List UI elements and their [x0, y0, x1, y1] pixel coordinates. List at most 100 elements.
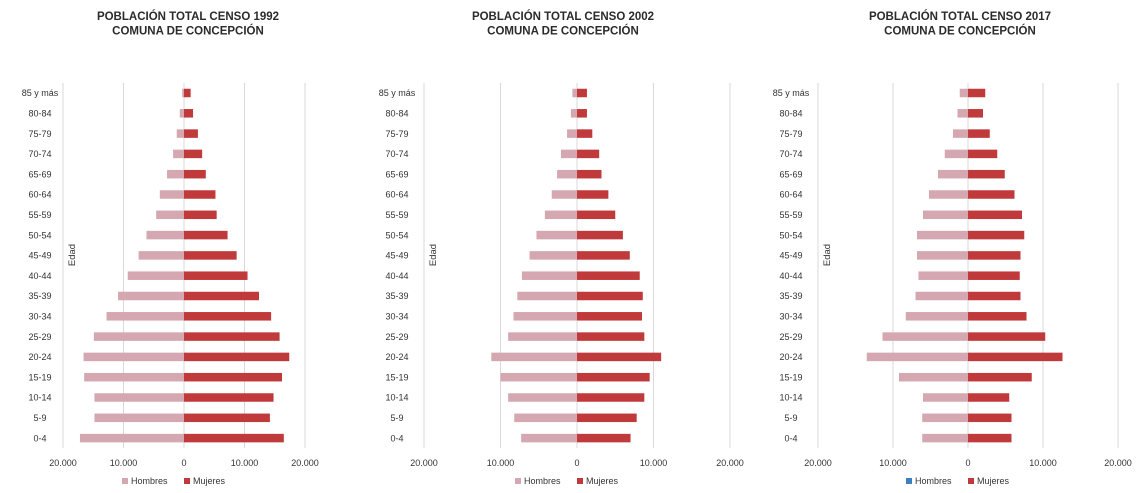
legend-label: Hombres: [915, 476, 952, 486]
chart-title: COMUNA DE CONCEPCIÓN: [487, 25, 639, 38]
bar-mujeres: [968, 271, 1020, 280]
bar-mujeres: [968, 332, 1046, 341]
bar-hombres: [923, 210, 968, 220]
bar-mujeres: [968, 190, 1015, 199]
x-tick-label: 10.000: [110, 458, 138, 468]
x-tick-label: 0: [965, 458, 970, 468]
bar-mujeres: [577, 109, 587, 118]
bar-hombres: [156, 210, 184, 220]
x-tick-label: 10.000: [1029, 458, 1057, 468]
bar-hombres: [79, 433, 184, 443]
age-group-label: 50-54: [779, 230, 802, 240]
age-group-label: 15-19: [385, 372, 408, 382]
bar-hombres: [544, 210, 577, 220]
age-group-label: 30-34: [28, 312, 51, 322]
bar-mujeres: [968, 393, 1010, 402]
x-tick-label: 0: [574, 458, 579, 468]
age-group-label: 55-59: [28, 210, 51, 220]
legend-swatch: [122, 478, 128, 484]
bar-hombres: [529, 251, 577, 260]
bar-mujeres: [577, 312, 643, 321]
bar-hombres: [953, 129, 968, 138]
bar-mujeres: [184, 190, 216, 199]
chart-2: POBLACIÓN TOTAL CENSO 2002 COMUNA DE CONC…: [379, 10, 744, 486]
bar-mujeres: [184, 413, 270, 423]
legend-swatch: [906, 478, 912, 484]
chart-title: POBLACIÓN TOTAL CENSO 2017: [869, 10, 1051, 23]
bar-hombres: [94, 393, 184, 402]
chart-3: POBLACIÓN TOTAL CENSO 2017 COMUNA DE CONC…: [773, 10, 1132, 486]
age-group-label: 50-54: [385, 230, 408, 240]
chart-title: COMUNA DE CONCEPCIÓN: [112, 25, 264, 38]
bar-hombres: [146, 230, 184, 240]
age-group-label: 25-29: [28, 332, 51, 342]
legend-swatch: [515, 478, 521, 484]
age-group-label: 15-19: [779, 372, 802, 382]
age-group-label: 85 y más: [379, 88, 416, 98]
x-tick-label: 20.000: [49, 458, 77, 468]
bar-mujeres: [968, 251, 1021, 260]
bar-mujeres: [968, 210, 1022, 220]
legend-swatch: [184, 478, 190, 484]
bar-hombres: [83, 352, 184, 362]
x-tick-label: 10.000: [640, 458, 668, 468]
bar-mujeres: [577, 271, 640, 280]
bar-mujeres: [577, 230, 623, 240]
bar-hombres: [957, 109, 968, 118]
y-axis-label: Edad: [428, 244, 439, 266]
age-group-label: 60-64: [385, 190, 408, 200]
bar-mujeres: [577, 210, 616, 220]
legend-label: Mujeres: [193, 476, 226, 486]
bar-mujeres: [577, 169, 602, 179]
bar-hombres: [917, 251, 968, 260]
bar-mujeres: [184, 129, 198, 138]
age-group-label: 75-79: [385, 129, 408, 139]
bar-hombres: [938, 169, 968, 179]
x-tick-label: 20.000: [716, 458, 744, 468]
bar-hombres: [93, 332, 184, 341]
bar-mujeres: [968, 109, 983, 118]
age-group-label: 40-44: [385, 271, 408, 281]
bar-hombres: [517, 291, 577, 301]
age-group-label: 45-49: [28, 251, 51, 261]
bar-mujeres: [184, 230, 228, 240]
bar-mujeres: [577, 88, 587, 98]
bar-mujeres: [184, 271, 248, 280]
bar-hombres: [922, 433, 968, 443]
age-group-label: 30-34: [385, 312, 408, 322]
bar-hombres: [513, 312, 577, 321]
x-tick-label: 10.000: [879, 458, 907, 468]
age-group-label: 80-84: [28, 109, 51, 119]
bar-mujeres: [968, 433, 1012, 443]
bar-mujeres: [184, 372, 283, 382]
age-group-label: 75-79: [779, 129, 802, 139]
bar-hombres: [118, 291, 184, 301]
legend-label: Hombres: [131, 476, 168, 486]
bar-hombres: [922, 413, 968, 423]
age-group-label: 5-9: [33, 413, 46, 423]
bar-hombres: [138, 251, 184, 260]
chart-title: POBLACIÓN TOTAL CENSO 1992: [97, 10, 279, 23]
bar-hombres: [167, 169, 184, 179]
bar-hombres: [882, 332, 968, 341]
bar-hombres: [500, 372, 577, 382]
age-group-label: 80-84: [385, 109, 408, 119]
age-group-label: 70-74: [779, 149, 802, 159]
legend-label: Mujeres: [586, 476, 619, 486]
bar-mujeres: [968, 312, 1027, 321]
bar-hombres: [127, 271, 184, 280]
age-group-label: 0-4: [33, 433, 46, 443]
bar-mujeres: [577, 433, 631, 443]
bar-hombres: [508, 393, 577, 402]
bar-mujeres: [577, 129, 593, 138]
age-group-label: 0-4: [784, 433, 797, 443]
legend-label: Mujeres: [977, 476, 1010, 486]
bar-mujeres: [968, 413, 1012, 423]
bar-hombres: [929, 190, 968, 199]
age-group-label: 75-79: [28, 129, 51, 139]
bar-mujeres: [968, 291, 1021, 301]
bar-mujeres: [577, 190, 609, 199]
bar-hombres: [514, 413, 577, 423]
legend-label: Hombres: [524, 476, 561, 486]
